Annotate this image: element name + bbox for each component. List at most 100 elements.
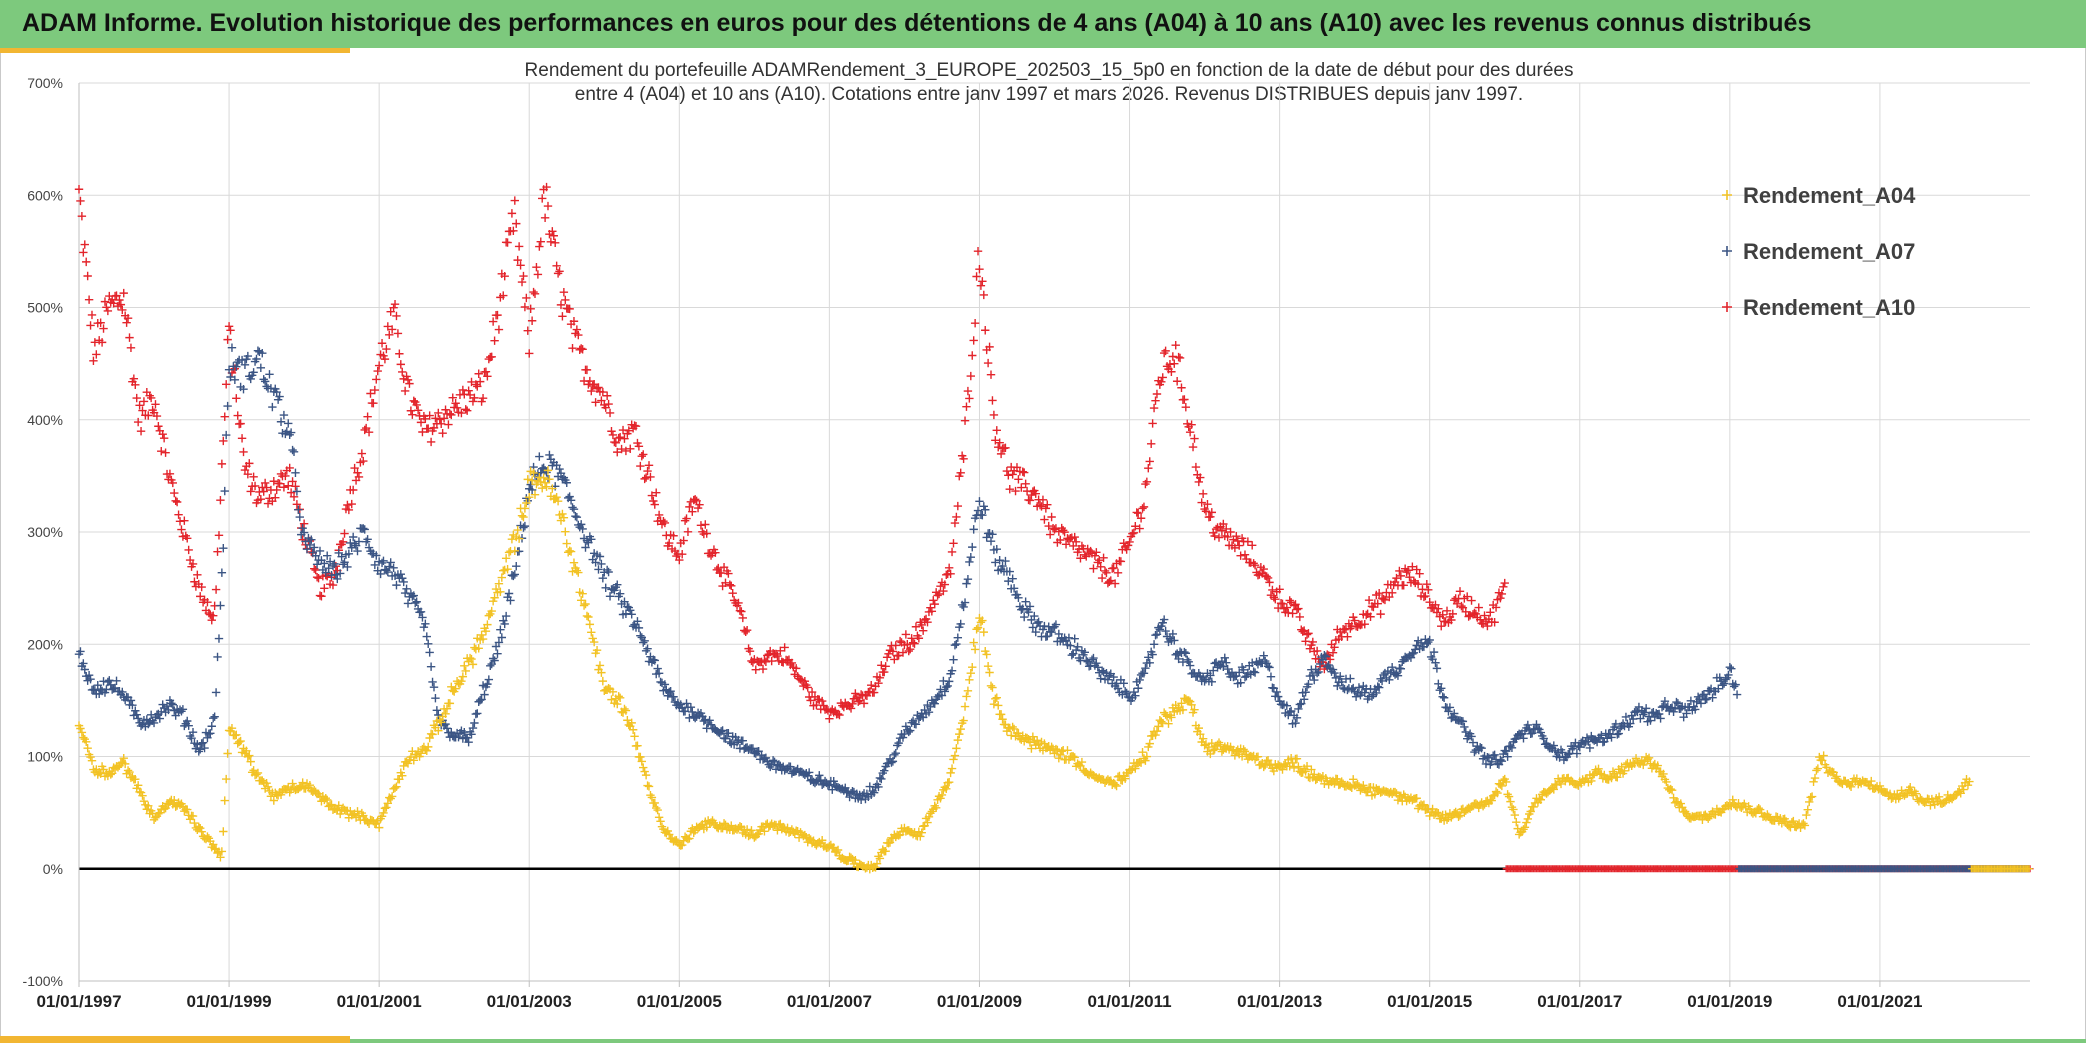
a10-point <box>1262 572 1271 581</box>
a04-point <box>1239 745 1248 754</box>
a10-point <box>438 428 447 438</box>
a10-point <box>84 295 94 304</box>
a07-point <box>265 370 274 379</box>
a07-point <box>1105 671 1114 680</box>
a07-point <box>1020 612 1029 622</box>
a04-point <box>468 660 478 669</box>
a10-point <box>80 240 89 249</box>
a10-point <box>914 634 924 643</box>
a07-point <box>350 539 359 548</box>
a04-point <box>962 692 971 701</box>
a07-point <box>258 348 267 358</box>
a04-point <box>1506 797 1515 806</box>
a07-point <box>924 707 934 717</box>
a07-point <box>128 700 137 710</box>
a07-point <box>545 450 554 460</box>
a07-point <box>1582 733 1592 742</box>
a10-point <box>1249 559 1258 568</box>
a10-point <box>1305 644 1315 653</box>
a10-point <box>237 434 247 443</box>
a10-point <box>727 581 736 591</box>
a07-point <box>633 617 642 626</box>
a10-point <box>949 539 958 548</box>
a10-point <box>1463 592 1472 601</box>
a04-point <box>382 803 391 812</box>
a04-point <box>1491 787 1501 796</box>
legend-label-rendement-a10: Rendement_A10 <box>1743 295 1915 320</box>
a04-point <box>1487 796 1496 805</box>
a04-point <box>1359 781 1368 790</box>
a04-point <box>507 535 517 544</box>
a10-point <box>927 607 937 616</box>
a07-point <box>252 354 261 364</box>
a10-point <box>604 399 613 409</box>
a07-point <box>422 632 431 641</box>
a07-point <box>1181 649 1191 658</box>
a04-point <box>76 724 85 733</box>
a04-point <box>1802 810 1811 820</box>
a07-point <box>663 691 672 700</box>
a04-point <box>875 854 885 863</box>
a04-point <box>383 799 393 808</box>
a10-point <box>1008 470 1017 479</box>
a07-point <box>1152 630 1162 639</box>
a07-point <box>177 707 186 716</box>
a04-point <box>1754 803 1763 813</box>
a07-point <box>1351 692 1361 701</box>
a07-point <box>500 619 509 629</box>
a07-point <box>1565 749 1574 758</box>
a04-point <box>447 682 456 692</box>
a07-point <box>936 685 945 694</box>
a07-point <box>79 659 88 668</box>
a10-point <box>1328 648 1338 657</box>
a07-point <box>1220 653 1229 662</box>
a10-point <box>1092 548 1101 557</box>
a07-point <box>506 596 515 605</box>
a07-point <box>1030 611 1039 621</box>
a10-point <box>1325 655 1335 664</box>
a07-point <box>995 556 1004 565</box>
a10-point <box>517 277 527 287</box>
a10-point <box>380 354 390 364</box>
a04-point <box>1263 756 1273 765</box>
a04-point <box>1807 792 1817 801</box>
a10-point <box>507 209 517 218</box>
a07-point <box>725 737 735 747</box>
a10-point <box>468 397 478 406</box>
a10-point <box>791 664 801 673</box>
a04-point <box>258 776 267 785</box>
a04-point <box>1178 705 1188 715</box>
a10-point <box>1035 500 1045 510</box>
a04-point <box>627 718 636 728</box>
x-tick-label: 01/01/2017 <box>1537 992 1622 1011</box>
a10-point <box>867 681 876 690</box>
a10-point <box>1387 588 1397 597</box>
a04-point <box>467 654 476 664</box>
a07-point <box>649 655 658 664</box>
y-tick-label: 500% <box>27 300 63 316</box>
a10-point <box>435 415 444 424</box>
a10-point <box>1403 566 1413 575</box>
a04-point <box>1200 741 1209 750</box>
a07-point <box>556 468 566 478</box>
a07-point <box>1168 629 1178 639</box>
a04-point <box>1653 761 1662 770</box>
a10-point <box>197 582 206 592</box>
a07-point <box>501 611 511 621</box>
a04-point <box>641 770 651 780</box>
a10-point <box>542 182 551 192</box>
a07-point <box>1646 716 1655 725</box>
a07-point <box>408 592 417 601</box>
a04-point <box>804 833 814 843</box>
a10-point <box>1343 632 1352 641</box>
a04-point <box>305 780 315 790</box>
a04-point <box>930 801 939 810</box>
a10-point <box>347 499 356 509</box>
a04-point <box>643 781 652 790</box>
a04-point <box>979 627 988 637</box>
a10-point <box>374 361 384 370</box>
a07-point <box>295 512 304 522</box>
a10-point <box>1350 616 1359 625</box>
a10-point <box>1455 587 1465 596</box>
a04-point <box>1519 825 1528 834</box>
